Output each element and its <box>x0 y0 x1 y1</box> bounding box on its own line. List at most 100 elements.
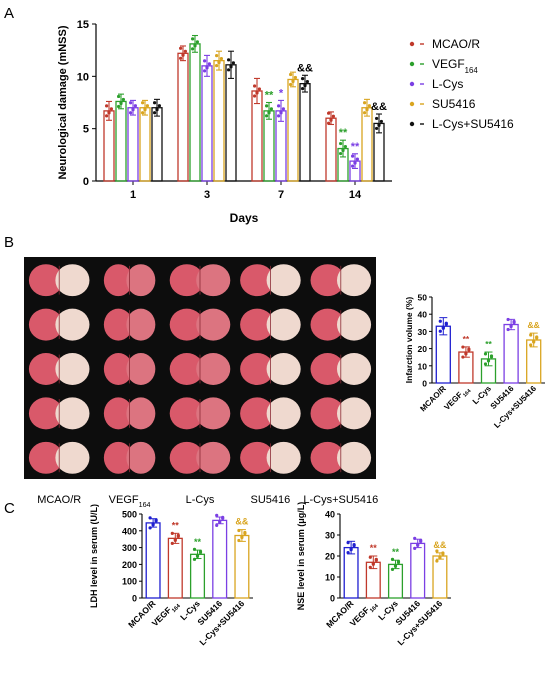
y-tick-label: 30 <box>325 531 335 541</box>
brain-hemisphere-right <box>196 397 231 430</box>
brain-column-label: SU5416 <box>251 494 291 506</box>
significance-annotation: ** <box>351 141 360 153</box>
brain-hemisphere-right <box>196 264 231 297</box>
significance-annotation: && <box>235 517 248 527</box>
data-point <box>367 104 371 108</box>
bar <box>287 78 299 182</box>
data-point <box>390 567 395 572</box>
bar <box>167 537 183 599</box>
legend-label: VEGF164 <box>432 57 478 75</box>
y-tick-label: 50 <box>418 293 428 303</box>
brain-section <box>28 264 90 297</box>
data-point <box>151 522 155 526</box>
data-point <box>291 78 295 83</box>
data-point <box>215 54 219 58</box>
significance-annotation: && <box>371 101 387 113</box>
data-point <box>141 101 145 105</box>
brain-hemisphere-right <box>266 353 301 385</box>
data-point <box>413 546 417 551</box>
data-point <box>393 563 398 568</box>
data-point <box>377 122 381 127</box>
y-tick-label: 400 <box>122 526 137 536</box>
brain-column-label: L-Cys <box>186 494 215 506</box>
data-point <box>145 104 149 108</box>
brain-section <box>240 397 301 430</box>
data-point <box>279 110 283 114</box>
brain-hemisphere-right <box>266 397 301 430</box>
data-point <box>219 57 223 61</box>
bar <box>325 117 337 182</box>
y-tick-label: 30 <box>418 327 428 337</box>
data-point <box>148 516 152 520</box>
brain-hemisphere-left <box>310 441 345 474</box>
bar <box>225 64 237 182</box>
data-point <box>438 319 442 323</box>
brain-section <box>28 353 90 385</box>
data-point <box>153 101 157 105</box>
bar <box>189 553 206 599</box>
y-axis-title: Infarction volume (%) <box>404 297 414 384</box>
brain-hemisphere-left <box>240 308 275 341</box>
brain-section <box>310 441 372 474</box>
y-axis-title: Neurological damage (mNSS) <box>57 25 69 179</box>
significance-annotation: && <box>528 320 540 330</box>
bar <box>361 107 373 182</box>
bar <box>410 542 426 599</box>
data-point <box>343 144 347 149</box>
legend-marker <box>409 81 415 87</box>
bar <box>145 522 161 599</box>
data-point <box>327 121 331 125</box>
brain-hemisphere-left <box>169 353 204 385</box>
brain-section <box>240 441 301 474</box>
data-point <box>329 117 333 121</box>
data-point <box>293 75 297 80</box>
legend-marker <box>409 121 415 127</box>
data-point <box>529 343 533 347</box>
brain-section <box>240 353 301 385</box>
data-point <box>217 60 221 64</box>
brain-hemisphere-right <box>126 441 156 474</box>
data-point <box>231 61 235 65</box>
brain-hemisphere-right <box>266 264 301 297</box>
data-point <box>193 43 197 47</box>
bar <box>189 43 201 182</box>
brain-section <box>28 441 90 474</box>
data-point <box>529 333 533 337</box>
chart-c-ldh-level: 0 100 200 300 400 500 LDH level in serum (U/L)… <box>89 504 253 647</box>
x-axis-title: Days <box>230 211 259 225</box>
data-point <box>416 542 420 547</box>
data-point <box>203 59 207 63</box>
data-point <box>444 321 448 325</box>
data-point <box>346 541 350 545</box>
brain-hemisphere-left <box>28 264 64 297</box>
data-point <box>105 104 109 108</box>
data-point <box>153 111 157 115</box>
data-point <box>129 101 133 105</box>
brain-section <box>103 308 156 341</box>
bar <box>343 546 359 599</box>
data-point <box>227 58 231 62</box>
y-tick-label: 0 <box>330 594 335 604</box>
brain-hemisphere-left <box>240 264 275 297</box>
significance-annotation: ** <box>194 537 202 547</box>
data-point <box>267 110 271 114</box>
data-point <box>509 323 513 328</box>
brain-hemisphere-left <box>103 397 133 430</box>
y-tick-label: 10 <box>77 71 89 83</box>
data-point <box>506 317 510 322</box>
panel-label-c: C <box>4 500 15 517</box>
data-point <box>464 351 468 355</box>
data-point <box>117 104 121 109</box>
bar <box>251 90 263 182</box>
brain-hemisphere-left <box>103 441 133 474</box>
brain-section <box>310 353 372 385</box>
brain-hemisphere-right <box>336 441 372 474</box>
bar <box>213 59 225 182</box>
data-point <box>179 56 183 60</box>
significance-annotation: * <box>279 87 284 99</box>
x-tick-label: 1 <box>130 189 136 201</box>
brain-section <box>169 441 231 474</box>
data-point <box>218 519 222 523</box>
